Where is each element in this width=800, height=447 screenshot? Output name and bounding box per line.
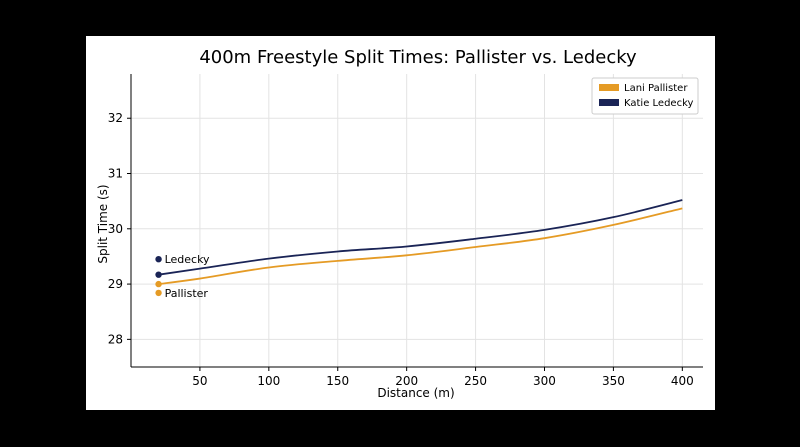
legend: Lani Pallister Katie Ledecky (591, 77, 699, 115)
x-tick-label: 300 (533, 374, 556, 388)
y-axis-label: Split Time (s) (96, 184, 110, 263)
annotation-label: Ledecky (165, 253, 210, 266)
x-tick-label: 50 (192, 374, 207, 388)
legend-swatch (599, 99, 619, 106)
ticks-layer: 50 100 150 200 250 300 350 400 28 29 30 31 32 (108, 111, 694, 388)
y-tick-label: 32 (108, 111, 123, 125)
grid-layer (131, 74, 703, 367)
axes-layer (130, 74, 703, 368)
annotation-marker (155, 255, 162, 263)
legend-label: Lani Pallister (624, 83, 688, 94)
series-line-1 (158, 199, 683, 276)
series-start-point-0 (155, 280, 162, 288)
x-axis-label: Distance (m) (377, 386, 454, 400)
annotation-layer: Ledecky Pallister (155, 253, 210, 300)
x-tick-label: 250 (464, 374, 487, 388)
chart-title: 400m Freestyle Split Times: Pallister vs… (199, 47, 637, 68)
y-tick-label: 28 (108, 332, 123, 346)
x-tick-label: 350 (602, 374, 625, 388)
legend-label: Katie Ledecky (624, 98, 694, 109)
series-layer (155, 199, 683, 288)
annotation-marker (155, 289, 162, 297)
series-start-point-1 (155, 271, 162, 278)
chart-canvas: 400m Freestyle Split Times: Pallister vs… (96, 47, 703, 400)
x-tick-label: 400 (671, 374, 694, 388)
y-tick-label: 29 (108, 277, 123, 291)
annotation-label: Pallister (165, 287, 209, 300)
y-tick-label: 30 (108, 222, 123, 236)
x-tick-label: 200 (395, 374, 418, 388)
x-tick-label: 150 (326, 374, 349, 388)
series-line-0 (158, 207, 683, 285)
y-tick-label: 31 (108, 167, 123, 181)
chart-figure: 400m Freestyle Split Times: Pallister vs… (86, 36, 715, 410)
legend-swatch (599, 84, 619, 91)
x-tick-label: 100 (257, 374, 280, 388)
